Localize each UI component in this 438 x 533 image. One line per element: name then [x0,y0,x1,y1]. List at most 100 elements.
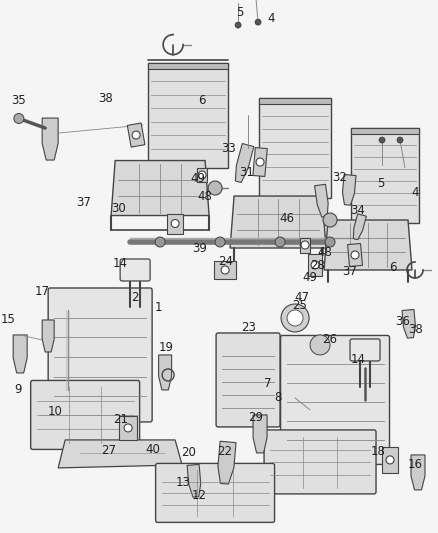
Text: 38: 38 [409,324,424,336]
Polygon shape [197,168,207,182]
Text: 30: 30 [111,201,126,214]
Circle shape [14,114,24,124]
Text: 9: 9 [14,383,22,397]
Text: 7: 7 [264,377,272,391]
FancyBboxPatch shape [350,339,380,361]
Polygon shape [353,214,366,240]
Polygon shape [343,174,356,205]
Polygon shape [253,415,267,453]
Polygon shape [148,62,228,167]
Polygon shape [259,98,331,104]
Text: 8: 8 [274,391,282,405]
Circle shape [323,213,337,227]
Circle shape [275,237,285,247]
FancyBboxPatch shape [216,333,280,427]
Circle shape [198,171,206,179]
Text: 1: 1 [154,302,162,314]
Circle shape [386,456,394,464]
FancyBboxPatch shape [264,430,376,494]
Text: 40: 40 [146,443,161,456]
Text: 5: 5 [377,176,385,190]
Text: 38: 38 [98,92,113,104]
Polygon shape [314,184,328,217]
Text: 37: 37 [343,265,357,279]
Text: 6: 6 [389,262,397,274]
Polygon shape [324,220,412,270]
Polygon shape [411,455,425,490]
Circle shape [132,131,140,139]
Circle shape [155,237,165,247]
Text: 2: 2 [131,292,139,304]
Text: 46: 46 [279,212,295,224]
FancyBboxPatch shape [155,463,275,522]
Text: 27: 27 [101,445,116,457]
Polygon shape [300,238,310,253]
Polygon shape [187,464,201,497]
Text: 21: 21 [113,414,127,426]
Text: 48: 48 [318,246,332,259]
Polygon shape [13,335,27,373]
Circle shape [255,19,261,25]
Polygon shape [348,244,363,266]
Polygon shape [42,320,54,352]
Text: 49: 49 [303,271,318,285]
Circle shape [235,22,241,28]
Text: 25: 25 [293,300,307,312]
Polygon shape [230,196,326,248]
Text: 14: 14 [113,256,127,270]
Polygon shape [127,123,145,147]
Circle shape [310,335,330,355]
Circle shape [124,424,132,432]
Polygon shape [218,441,236,484]
Text: 13: 13 [176,477,191,489]
Polygon shape [382,447,398,473]
Polygon shape [235,143,254,182]
Text: 10: 10 [48,406,63,418]
Polygon shape [351,127,419,134]
Polygon shape [58,440,182,468]
Text: 22: 22 [218,446,233,458]
FancyBboxPatch shape [31,381,140,449]
Text: 29: 29 [249,411,264,424]
Text: 39: 39 [193,241,208,255]
Text: 49: 49 [191,172,205,184]
Polygon shape [259,98,331,198]
FancyBboxPatch shape [281,335,389,464]
Circle shape [379,137,385,143]
Text: 19: 19 [159,342,173,354]
Text: 16: 16 [407,458,423,471]
Circle shape [221,266,229,274]
Text: 20: 20 [180,447,195,459]
Circle shape [287,310,303,326]
Circle shape [351,251,359,259]
Text: 15: 15 [1,313,16,327]
Polygon shape [111,160,209,215]
Polygon shape [402,310,416,338]
Text: 36: 36 [396,316,410,328]
Polygon shape [253,148,267,176]
Circle shape [208,181,222,195]
Polygon shape [167,214,183,233]
Polygon shape [119,416,137,440]
Polygon shape [308,254,322,276]
Polygon shape [42,118,58,160]
Polygon shape [148,62,228,69]
Text: 33: 33 [221,142,236,155]
Circle shape [215,237,225,247]
Text: 23: 23 [240,321,255,335]
Text: 35: 35 [11,94,25,107]
Text: 48: 48 [198,190,212,203]
Text: 12: 12 [191,489,207,503]
Polygon shape [214,261,236,279]
Text: 5: 5 [237,6,244,19]
Text: 28: 28 [311,259,325,271]
Text: 4: 4 [411,185,419,198]
Circle shape [281,304,309,332]
Circle shape [325,237,335,247]
Text: 37: 37 [76,196,91,208]
Text: 14: 14 [350,353,366,367]
Text: 6: 6 [198,94,206,107]
Circle shape [256,158,264,166]
Text: 31: 31 [240,166,254,179]
Circle shape [397,137,403,143]
